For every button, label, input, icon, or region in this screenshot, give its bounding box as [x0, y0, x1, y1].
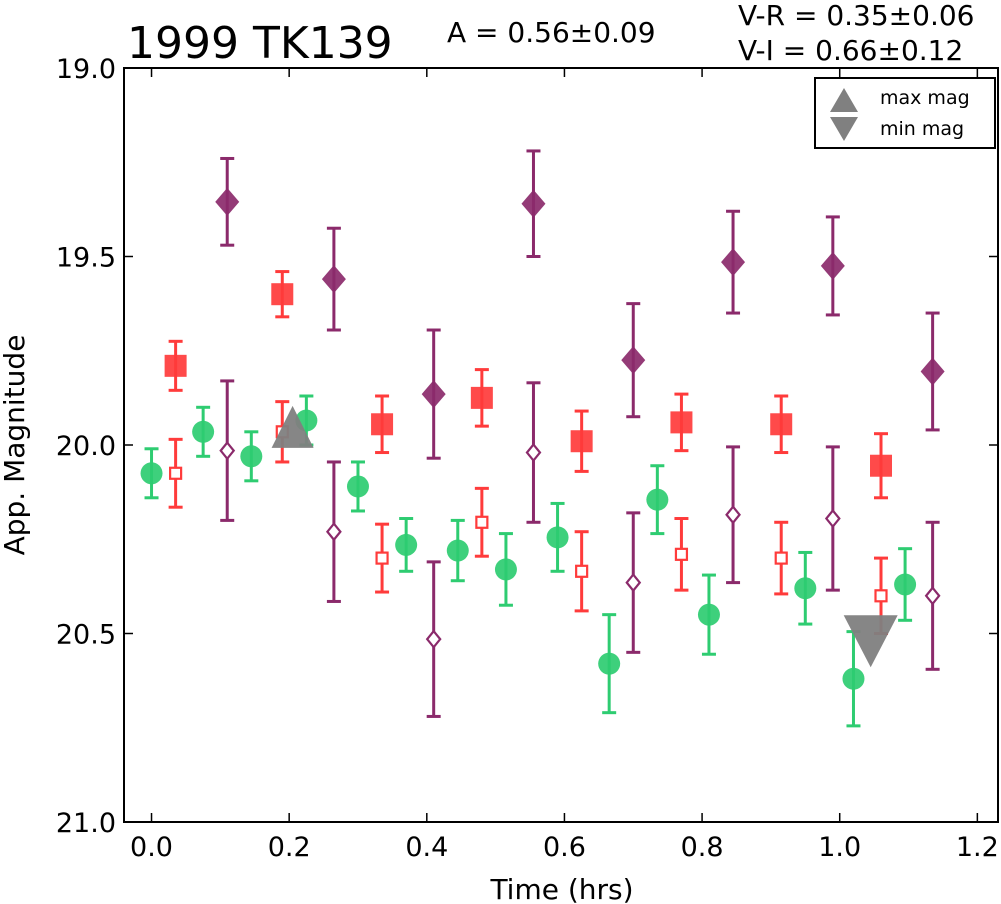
min-mag-marker: [843, 615, 898, 668]
data-point-circle: [494, 558, 517, 581]
legend-min-mag-label: min mag: [880, 118, 964, 140]
extrema-markers-layer: [271, 405, 898, 668]
data-point-diamond: [625, 572, 642, 593]
y-tick-label: 20.0: [56, 431, 116, 462]
data-point-diamond: [725, 505, 741, 525]
data-point-square: [870, 454, 893, 477]
data-point-square: [670, 411, 693, 434]
data-point-square: [570, 430, 593, 453]
legend-min-mag-icon: [830, 117, 858, 141]
legend: max mag min mag: [814, 77, 996, 149]
data-point-diamond: [421, 380, 446, 409]
data-point-square: [575, 564, 589, 578]
data-point-circle: [842, 667, 865, 690]
data-point-diamond: [820, 251, 845, 280]
legend-max-mag-label: max mag: [880, 87, 970, 109]
data-point-square: [375, 551, 389, 565]
data-point-circle: [546, 526, 569, 549]
data-point-diamond: [215, 187, 240, 216]
data-point-diamond: [824, 508, 841, 529]
data-point-square: [475, 515, 489, 529]
data-point-square: [770, 413, 793, 436]
y-tick-label: 19.0: [56, 54, 116, 85]
amplitude-label: A = 0.56±0.09: [447, 16, 656, 49]
legend-max-mag-icon: [830, 88, 858, 112]
plot-frame: [123, 67, 999, 823]
data-point-circle: [192, 420, 215, 443]
data-point-circle: [794, 577, 817, 600]
x-tick-label: 0.4: [405, 832, 448, 863]
x-tick-label: 0.6: [543, 832, 586, 863]
x-axis-label: Time (hrs): [489, 873, 633, 904]
data-markers-layer: [140, 187, 945, 690]
data-point-square: [674, 547, 689, 561]
data-point-diamond: [521, 189, 546, 218]
error-bars-layer: [144, 149, 940, 728]
data-point-square: [774, 551, 788, 565]
data-point-square: [271, 283, 294, 306]
data-point-diamond: [325, 521, 342, 542]
data-point-diamond: [219, 440, 236, 461]
chart-title: 1999 TK139: [127, 18, 393, 69]
data-point-diamond: [920, 357, 945, 386]
axis-ticks-layer: 0.0 0.2 0.4 0.6 0.8 1.0 1.2 19.0 19.5 20.0 20.5 21.…: [56, 54, 999, 863]
y-axis-label: App. Magnitude: [0, 335, 31, 556]
x-tick-label: 1.2: [956, 832, 999, 863]
data-point-square: [169, 466, 183, 480]
data-point-circle: [346, 475, 369, 498]
data-point-circle: [894, 573, 917, 596]
color-vr-label: V-R = 0.35±0.06: [738, 0, 974, 32]
x-tick-label: 1.0: [818, 832, 861, 863]
y-tick-label: 21.0: [56, 808, 116, 839]
data-point-circle: [446, 539, 469, 562]
color-vi-label: V-I = 0.66±0.12: [738, 34, 963, 67]
y-tick-label: 19.5: [56, 243, 116, 274]
y-tick-label: 20.5: [56, 620, 116, 651]
data-point-diamond: [924, 586, 941, 606]
data-point-square: [874, 589, 888, 603]
x-tick-label: 0.8: [681, 832, 724, 863]
data-point-square: [470, 386, 493, 409]
data-point-diamond: [525, 442, 542, 463]
data-point-circle: [395, 533, 418, 556]
data-point-square: [371, 413, 394, 436]
x-tick-label: 0.0: [130, 832, 173, 863]
data-point-square: [164, 354, 187, 377]
data-point-circle: [240, 445, 263, 468]
data-point-circle: [140, 462, 163, 485]
max-mag-marker: [271, 405, 314, 448]
data-point-circle: [646, 488, 669, 511]
data-point-diamond: [321, 265, 346, 294]
data-point-diamond: [721, 248, 746, 277]
data-point-circle: [598, 652, 621, 675]
x-tick-label: 0.2: [268, 832, 311, 863]
data-point-diamond: [425, 629, 442, 649]
data-point-diamond: [621, 346, 646, 375]
data-point-circle: [697, 603, 720, 626]
